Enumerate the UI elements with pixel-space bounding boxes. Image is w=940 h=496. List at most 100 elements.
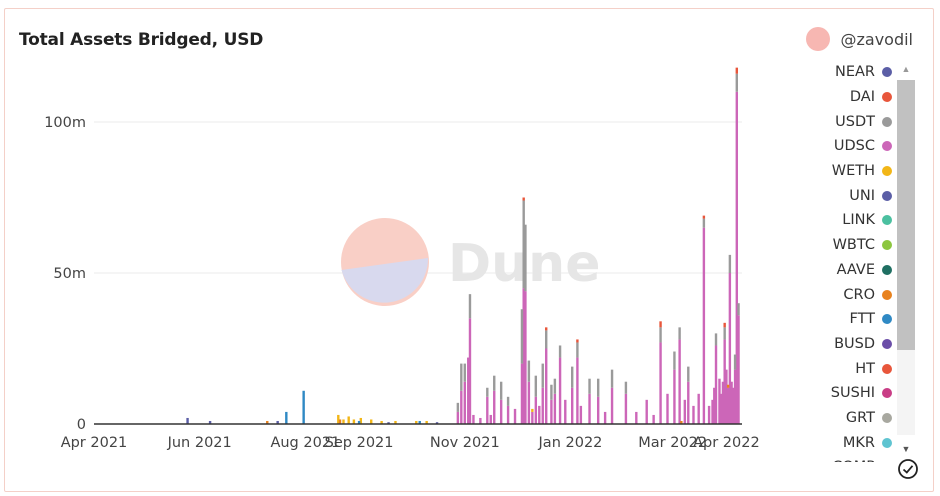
bar-usdt	[723, 327, 726, 340]
legend-label: WETH	[831, 163, 875, 180]
bar-usdt	[728, 254, 732, 273]
bar-udsc	[489, 414, 492, 424]
bar-usdt	[460, 363, 463, 391]
legend-item-usdt[interactable]: USDT	[806, 109, 892, 134]
bar-dai	[522, 197, 525, 201]
bar-dai	[659, 321, 662, 328]
bar-udsc	[499, 399, 503, 424]
legend-swatch	[882, 289, 892, 300]
legend-label: BUSD	[834, 335, 875, 352]
bar-udsc	[720, 393, 723, 424]
x-tick-label: Sep 2021	[325, 435, 394, 451]
legend-item-grt[interactable]: GRT	[806, 406, 892, 431]
x-tick-label: Aug 2021	[270, 435, 340, 451]
bar-usdt	[687, 366, 690, 382]
scroll-down-icon[interactable]: ▼	[901, 444, 911, 454]
bar-udsc	[541, 387, 544, 424]
bar-usdt	[468, 294, 472, 319]
bar-udsc	[545, 348, 548, 424]
bar-usdt	[534, 375, 538, 397]
bar-udsc	[522, 288, 525, 424]
legend-item-dai[interactable]: DAI	[806, 85, 892, 110]
bar-udsc	[718, 378, 721, 424]
bar-udsc	[588, 393, 591, 424]
bar-udsc	[520, 363, 524, 424]
bar-udsc	[666, 393, 669, 424]
bar-weth	[337, 414, 340, 424]
bar-udsc	[732, 387, 735, 424]
bar-usdt	[733, 354, 737, 370]
bar-udsc	[467, 357, 470, 424]
legend-label: UDSC	[833, 138, 875, 155]
bar-udsc	[733, 369, 737, 424]
bar-usdt	[596, 378, 600, 397]
bar-ftt	[357, 420, 361, 424]
bar-usdt	[624, 381, 628, 394]
legend-item-mkr[interactable]: MKR	[806, 430, 892, 455]
bar-usdt	[576, 342, 579, 358]
bar-usdt	[714, 333, 718, 346]
bar-weth	[347, 416, 350, 424]
bar-weth	[531, 408, 534, 412]
legend-item-udsc[interactable]: UDSC	[806, 134, 892, 159]
bar-usdt	[610, 369, 614, 388]
scroll-up-icon[interactable]: ▲	[901, 64, 911, 74]
legend-item-cro[interactable]: CRO	[806, 282, 892, 307]
legend-item-weth[interactable]: WETH	[806, 159, 892, 184]
bar-near	[186, 417, 189, 424]
legend-swatch	[882, 264, 892, 275]
legend-item-ht[interactable]: HT	[806, 356, 892, 381]
bar-udsc	[687, 381, 690, 424]
bar-weth	[352, 419, 356, 424]
legend-item-link[interactable]: LINK	[806, 208, 892, 233]
legend-label: SUSHI	[830, 385, 875, 402]
bar-udsc	[456, 411, 460, 424]
bar-usdt	[678, 327, 681, 340]
legend-item-busd[interactable]: BUSD	[806, 332, 892, 357]
bar-usdt	[524, 224, 527, 292]
legend-swatch	[882, 215, 892, 226]
bar-near	[208, 420, 212, 424]
scroll-thumb[interactable]	[897, 80, 915, 350]
bar-udsc	[486, 396, 489, 424]
legend-item-aave[interactable]: AAVE	[806, 258, 892, 283]
bar-usdt	[673, 351, 676, 370]
bar-udsc	[558, 357, 562, 424]
author-badge[interactable]: @zavodil	[806, 27, 913, 51]
bar-usdt	[506, 396, 510, 406]
legend-item-wbtc[interactable]: WBTC	[806, 233, 892, 258]
bar-ftt	[418, 420, 421, 424]
dune-watermark: Dune	[341, 218, 600, 306]
bar-usdt	[456, 402, 460, 412]
check-circle-icon[interactable]	[897, 458, 919, 480]
x-tick-label: Apr 2022	[693, 435, 760, 451]
bar-udsc	[579, 405, 583, 424]
bar-usdt	[486, 387, 489, 397]
legend-label: COMP	[832, 459, 875, 462]
bar-usdt	[558, 345, 562, 358]
bar-near	[276, 420, 279, 424]
bar-udsc	[652, 414, 655, 424]
legend-label: USDT	[835, 113, 875, 130]
bar-udsc	[460, 390, 463, 424]
bar-dai	[545, 327, 548, 331]
legend-scrollbar[interactable]: ▲ ▼	[897, 60, 915, 457]
bar-usdt	[702, 218, 706, 228]
bar-usdt	[493, 375, 496, 391]
legend-label: UNI	[849, 187, 875, 204]
bar-usdt	[520, 309, 524, 364]
legend-item-ftt[interactable]: FTT	[806, 307, 892, 332]
legend-label: LINK	[842, 212, 875, 229]
legend-item-near[interactable]: NEAR	[806, 60, 892, 85]
bar-udsc	[538, 405, 541, 424]
legend-label: GRT	[845, 409, 875, 426]
bar-udsc	[737, 315, 740, 424]
legend-item-comp[interactable]: COMP	[806, 455, 892, 462]
legend-swatch	[882, 412, 892, 423]
legend-label: FTT	[849, 311, 875, 328]
legend-item-uni[interactable]: UNI	[806, 183, 892, 208]
legend-label: HT	[855, 360, 875, 377]
bar-udsc	[735, 91, 739, 425]
legend-item-sushi[interactable]: SUSHI	[806, 381, 892, 406]
